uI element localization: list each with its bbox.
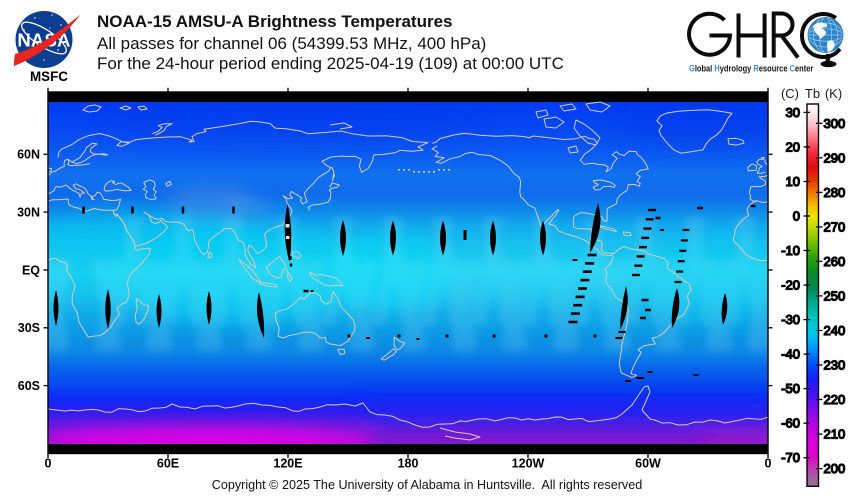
svg-text:210: 210 xyxy=(824,427,846,442)
svg-text:-60: -60 xyxy=(781,416,800,431)
svg-text:(C): (C) xyxy=(781,86,799,101)
svg-text:-70: -70 xyxy=(781,450,800,465)
svg-text:Global Hydrology Resource Cent: Global Hydrology Resource Center xyxy=(689,63,814,74)
svg-text:0: 0 xyxy=(45,457,52,471)
svg-text:290: 290 xyxy=(824,150,846,165)
svg-text:280: 280 xyxy=(824,185,846,200)
svg-text:250: 250 xyxy=(824,288,846,303)
svg-text:-50: -50 xyxy=(781,381,800,396)
svg-text:Tb: Tb xyxy=(805,86,820,101)
svg-text:220: 220 xyxy=(824,392,846,407)
svg-text:120E: 120E xyxy=(273,457,302,471)
svg-text:60N: 60N xyxy=(17,148,40,162)
svg-text:30N: 30N xyxy=(17,206,40,220)
svg-text:10: 10 xyxy=(786,174,800,189)
svg-text:120W: 120W xyxy=(512,457,545,471)
svg-text:-30: -30 xyxy=(781,312,800,327)
svg-text:270: 270 xyxy=(824,219,846,234)
svg-text:240: 240 xyxy=(824,323,846,338)
svg-text:EQ: EQ xyxy=(22,263,40,277)
svg-text:0: 0 xyxy=(765,457,772,471)
svg-text:30S: 30S xyxy=(18,321,40,335)
svg-text:20: 20 xyxy=(786,139,800,154)
svg-text:60S: 60S xyxy=(18,379,40,393)
svg-text:-20: -20 xyxy=(781,278,800,293)
svg-text:300: 300 xyxy=(824,116,846,131)
svg-text:60E: 60E xyxy=(157,457,179,471)
svg-text:230: 230 xyxy=(824,358,846,373)
svg-text:-10: -10 xyxy=(781,243,800,258)
svg-text:260: 260 xyxy=(824,254,846,269)
svg-text:200: 200 xyxy=(824,461,846,476)
svg-text:60W: 60W xyxy=(635,457,661,471)
svg-text:0: 0 xyxy=(793,209,800,224)
svg-text:180: 180 xyxy=(398,457,419,471)
svg-text:-40: -40 xyxy=(781,347,800,362)
svg-text:(K): (K) xyxy=(825,86,842,101)
svg-text:30: 30 xyxy=(786,105,800,120)
